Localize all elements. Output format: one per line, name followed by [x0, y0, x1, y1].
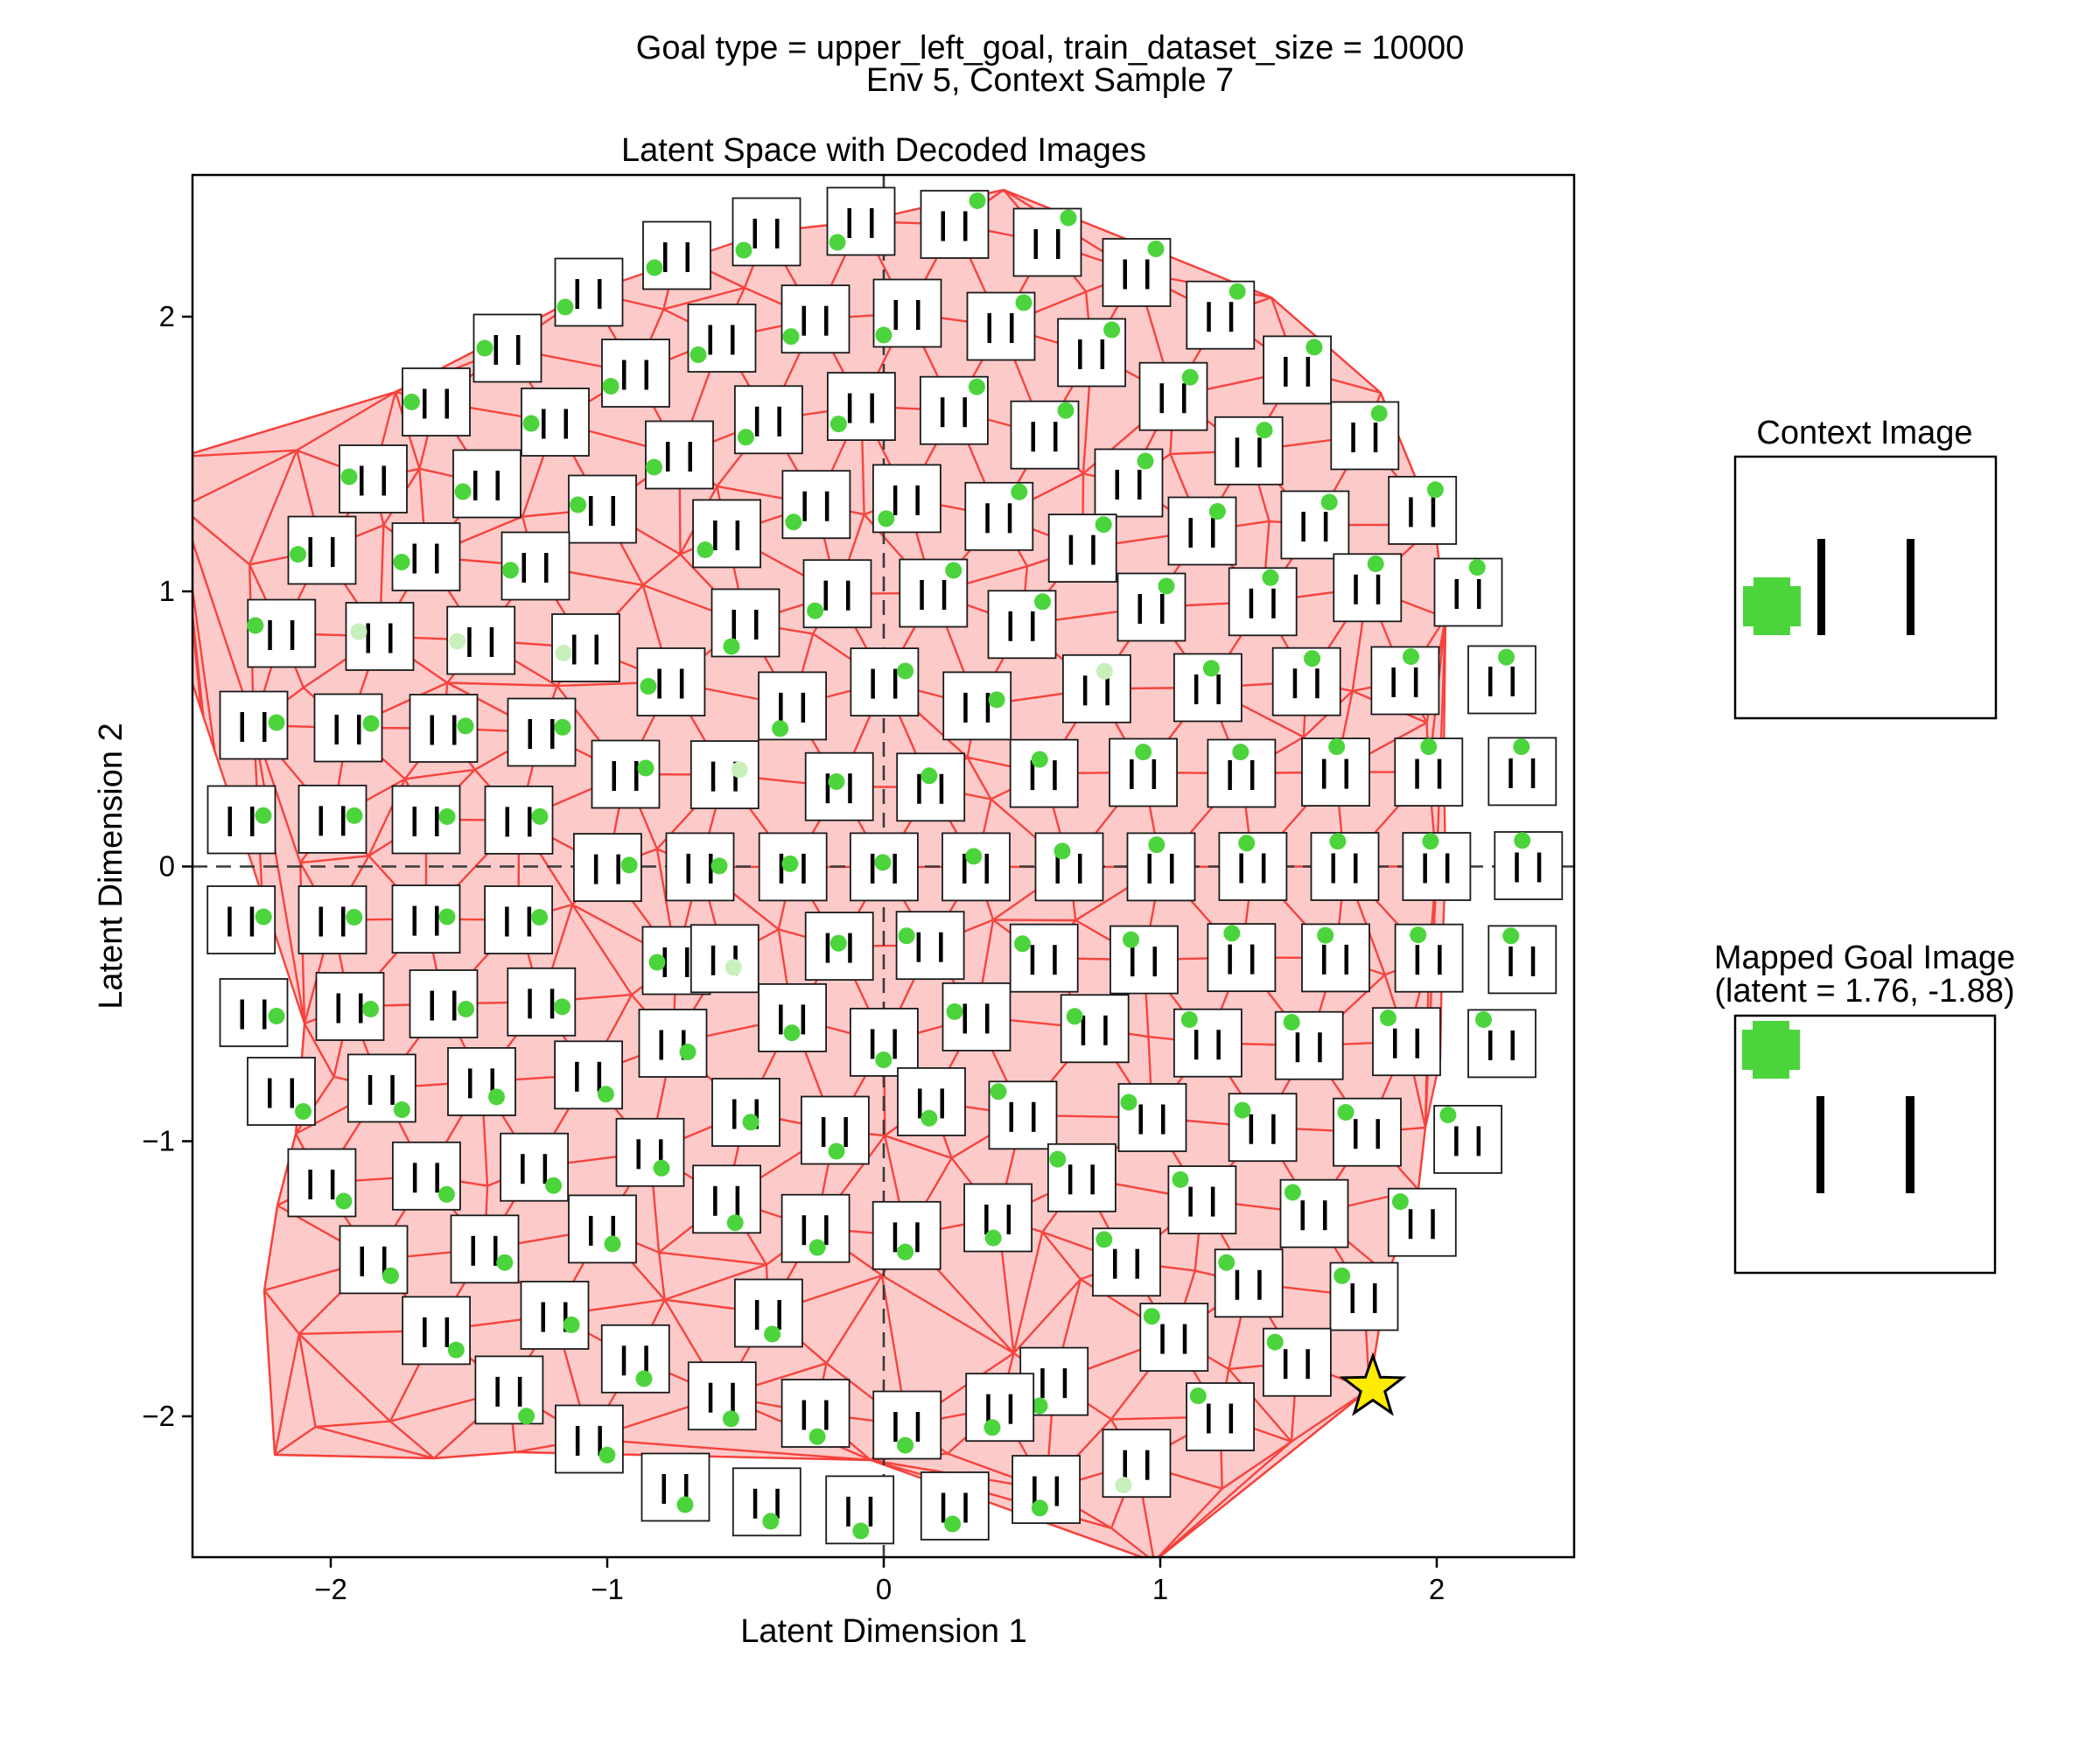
svg-text:0: 0 — [876, 1573, 892, 1605]
svg-text:Mapped Goal Image: Mapped Goal Image — [1714, 940, 2015, 976]
svg-text:(latent = 1.76, -1.88): (latent = 1.76, -1.88) — [1714, 973, 2014, 1010]
svg-text:Latent Space with Decoded Imag: Latent Space with Decoded Images — [621, 132, 1146, 169]
svg-text:2: 2 — [1429, 1573, 1445, 1605]
svg-text:−2: −2 — [142, 1400, 175, 1432]
svg-text:2: 2 — [159, 300, 175, 332]
svg-text:−2: −2 — [314, 1573, 347, 1605]
svg-text:Goal type = upper_left_goal, t: Goal type = upper_left_goal, train_datas… — [636, 30, 1464, 66]
svg-text:Env 5, Context Sample 7: Env 5, Context Sample 7 — [866, 62, 1234, 99]
svg-text:Latent Dimension 2: Latent Dimension 2 — [93, 723, 130, 1009]
svg-text:−1: −1 — [142, 1125, 175, 1157]
svg-text:1: 1 — [159, 575, 175, 607]
svg-text:1: 1 — [1152, 1573, 1168, 1605]
svg-text:0: 0 — [159, 850, 175, 883]
svg-text:Latent Dimension 1: Latent Dimension 1 — [740, 1613, 1026, 1650]
svg-text:−1: −1 — [591, 1573, 624, 1605]
svg-text:Context Image: Context Image — [1756, 415, 1972, 451]
